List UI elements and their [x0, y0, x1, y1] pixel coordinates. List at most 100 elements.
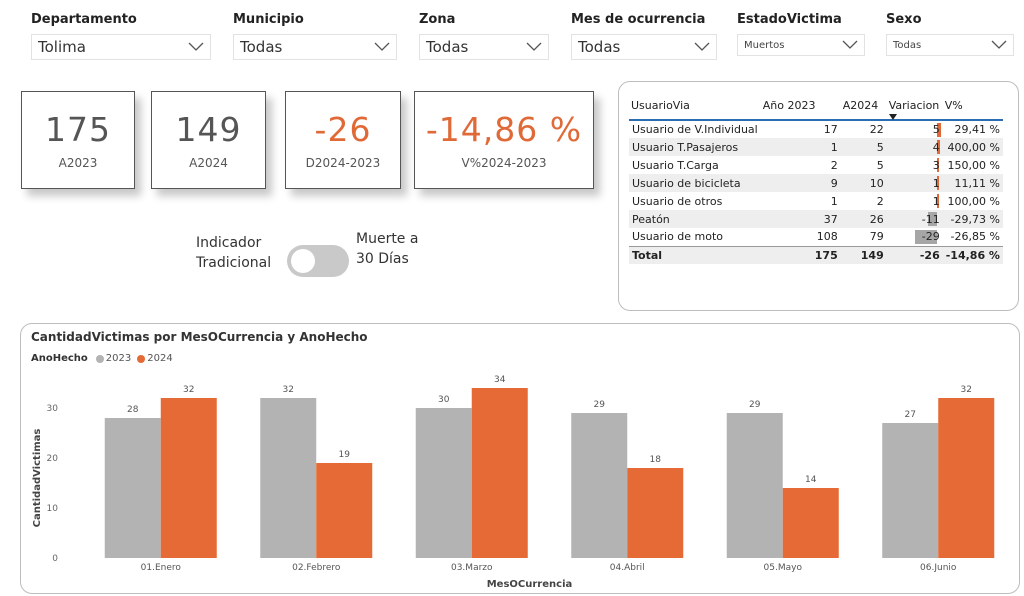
data-label: 32: [961, 385, 972, 395]
matrix-cell-usuario: Usuario de V.Individual: [632, 123, 758, 136]
dropdown-value-sexo: Todas: [893, 39, 922, 51]
matrix-cell-a2023: 108: [816, 230, 838, 244]
matrix-cell-vpct: 11,11 %: [942, 174, 1003, 192]
bar-2023[interactable]: [882, 423, 939, 558]
variation-bar: [936, 194, 939, 208]
matrix-header-ano2023[interactable]: Año 2023: [762, 99, 816, 112]
legend-item-2023[interactable]: 2023: [95, 353, 131, 364]
bar-2024[interactable]: [160, 398, 217, 558]
matrix-cell-variacion: -29: [887, 228, 943, 246]
card-a2024: 149 A2024: [151, 91, 266, 189]
matrix-header-a2024[interactable]: A2024: [842, 99, 879, 112]
dropdown-zona[interactable]: Todas: [419, 34, 549, 60]
total-a2023: 175: [760, 245, 841, 264]
dropdown-municipio[interactable]: Todas: [233, 34, 397, 60]
data-label: 32: [183, 385, 194, 395]
bar-2023[interactable]: [726, 413, 783, 558]
bar-2024[interactable]: [782, 488, 839, 558]
variation-bar: [936, 123, 941, 137]
matrix-cell-vpct: -29,73 %: [942, 210, 1003, 228]
variation-bar: [936, 176, 939, 190]
card-variation-pct: -14,86 % V%2024-2023: [414, 91, 594, 189]
y-axis-label: CantidadVictimas: [32, 429, 43, 528]
bar-2024[interactable]: [471, 388, 528, 558]
slicer-title-mes-de-ocurrencia: Mes de ocurrencia: [571, 12, 706, 27]
toggle-left-label-text: Indicador Tradicional: [196, 235, 272, 271]
matrix-row[interactable]: Usuario de otros 1 2 1 100,00 %: [629, 192, 1003, 210]
legend-item-2024[interactable]: 2024: [137, 353, 173, 364]
bar-chart: 0 10 20 30 CantidadVictimas MesOCurrencia 28 32…: [32, 375, 995, 590]
matrix-cell-variacion: 1: [886, 174, 943, 192]
variation-value: -29: [921, 230, 940, 244]
card-variation-pct-label: V%2024-2023: [461, 156, 547, 170]
indicator-toggle[interactable]: [287, 245, 349, 277]
matrix-cell-a2024: 5: [876, 158, 884, 172]
card-a2024-label: A2024: [189, 156, 228, 170]
matrix-row[interactable]: Peatón 37 26 -11 -29,73 %: [629, 210, 1003, 228]
slicer-municipio: Municipio Todas: [233, 12, 397, 60]
dropdown-sexo[interactable]: Todas: [886, 34, 1014, 56]
matrix-cell-usuario: Peatón: [629, 210, 761, 228]
matrix-cell-a2023: 37: [760, 210, 841, 228]
matrix-cell-usuario: Usuario de otros: [632, 194, 723, 208]
toggle-left-label: Indicador Tradicional: [196, 233, 271, 273]
dropdown-estadovictima[interactable]: Muertos: [737, 34, 865, 56]
bar-2023[interactable]: [571, 413, 628, 558]
slicer-title-estadovictima: EstadoVictima: [737, 12, 842, 27]
x-tick-label: 06.Junio: [920, 563, 957, 573]
variation-value: -11: [921, 212, 940, 226]
matrix-cell-vpct: 29,41 %: [954, 123, 1000, 136]
matrix-header-variacion-label: Variacion: [888, 99, 940, 112]
slicer-sexo: Sexo Todas: [886, 12, 1014, 56]
matrix-header-vpct[interactable]: V%: [944, 99, 963, 112]
data-label: 28: [127, 405, 139, 415]
bar-2024[interactable]: [316, 463, 373, 558]
matrix-row[interactable]: Usuario T.Carga 2 5 3 150,00 %: [629, 156, 1003, 174]
matrix-total-row: Total 175 149 -26 -14,86 %: [629, 245, 1003, 264]
x-tick-label: 04.Abril: [610, 563, 645, 573]
usuario-via-matrix-panel: UsuarioVia Año 2023 A2024 Variacion V% U…: [618, 81, 1019, 311]
variation-bar: [936, 158, 939, 172]
matrix-row[interactable]: Usuario de moto 108 79 -29 -26,85 %: [629, 228, 1003, 246]
dropdown-value-estadovictima: Muertos: [744, 39, 785, 51]
legend-dot-2023: [95, 354, 104, 363]
bar-2024[interactable]: [627, 468, 684, 558]
matrix-cell-a2023: 1: [760, 138, 841, 156]
card-difference: -26 D2024-2023: [285, 91, 401, 189]
chevron-down-icon: [842, 40, 858, 49]
variation-value: 1: [932, 176, 940, 190]
dropdown-value-mes-de-ocurrencia: Todas: [578, 38, 621, 56]
y-tick-label: 30: [47, 404, 59, 414]
matrix-cell-variacion: 5: [887, 120, 943, 138]
matrix-cell-a2024: 26: [840, 210, 887, 228]
legend-title: AnoHecho: [31, 353, 88, 364]
bar-2024[interactable]: [938, 398, 995, 558]
data-label: 29: [749, 400, 761, 410]
matrix-cell-vpct: 150,00 %: [947, 158, 1000, 172]
card-difference-value: -26: [314, 110, 372, 149]
data-label: 32: [283, 385, 294, 395]
toggle-knob[interactable]: [291, 249, 315, 273]
matrix-header-usuariovia[interactable]: UsuarioVia: [631, 99, 690, 112]
matrix-row[interactable]: Usuario de V.Individual 17 22 5 29,41 %: [629, 120, 1003, 138]
toggle-right-label: Muerte a 30 Días: [356, 229, 418, 269]
bar-2023[interactable]: [260, 398, 317, 558]
variation-bar: [928, 212, 937, 226]
chevron-down-icon: [374, 42, 390, 51]
x-tick-label: 02.Febrero: [292, 563, 341, 573]
matrix-row[interactable]: Usuario de bicicleta 9 10 1 11,11 %: [629, 174, 1003, 192]
total-label: Total: [629, 245, 761, 264]
dropdown-mes-de-ocurrencia[interactable]: Todas: [571, 34, 717, 60]
bar-2023[interactable]: [104, 418, 161, 558]
bar-2023[interactable]: [415, 408, 472, 558]
matrix-row[interactable]: Usuario T.Pasajeros 1 5 4 400,00 %: [629, 138, 1003, 156]
card-variation-pct-value: -14,86 %: [425, 110, 583, 149]
slicer-estadovictima: EstadoVictima Muertos: [737, 12, 865, 56]
dropdown-departamento[interactable]: Tolima: [31, 34, 211, 60]
slicer-mes-de-ocurrencia: Mes de ocurrencia Todas: [571, 12, 717, 60]
matrix-cell-usuario: Usuario de moto: [632, 230, 724, 244]
matrix-header-variacion[interactable]: Variacion: [887, 92, 943, 120]
total-a2024: 149: [840, 245, 887, 264]
data-label: 19: [339, 450, 351, 460]
chevron-down-icon: [188, 42, 204, 51]
